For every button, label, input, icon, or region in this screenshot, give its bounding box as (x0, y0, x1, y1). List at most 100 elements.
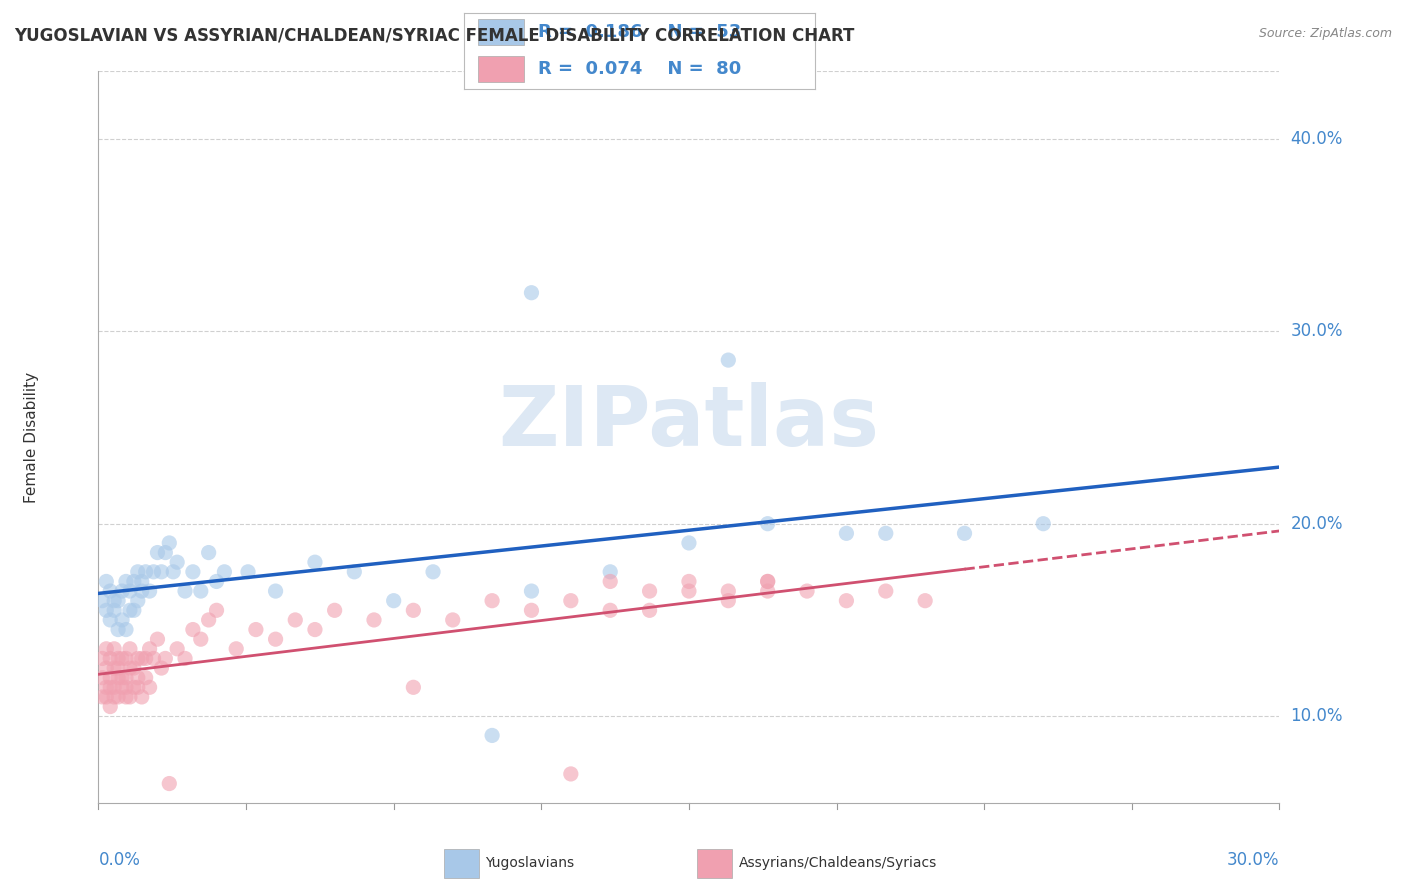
Point (756, 516, 779, 531)
Point (520, 584, 543, 599)
Point (914, 593, 936, 607)
Point (236, 565, 259, 579)
Point (174, 651, 197, 665)
Point (402, 603, 425, 617)
Point (150, 661, 173, 675)
Point (599, 603, 621, 617)
Point (717, 584, 740, 599)
Point (103, 661, 125, 675)
Point (142, 565, 165, 579)
Point (98, 671, 121, 685)
Text: R =  0.186    N =  53: R = 0.186 N = 53 (538, 23, 741, 41)
Point (107, 671, 129, 685)
Point (875, 584, 897, 599)
Point (157, 536, 180, 550)
Point (91, 690, 114, 704)
Point (122, 681, 145, 695)
Text: ZIPatlas: ZIPatlas (499, 382, 879, 463)
Point (875, 526, 897, 541)
Point (560, 593, 582, 607)
Point (111, 613, 134, 627)
Point (174, 584, 197, 599)
Point (98, 651, 121, 665)
FancyBboxPatch shape (697, 849, 733, 878)
Point (481, 728, 503, 742)
Point (96, 690, 118, 704)
Point (127, 593, 149, 607)
Point (146, 545, 169, 559)
Point (678, 574, 700, 589)
Point (91, 671, 114, 685)
Point (190, 584, 212, 599)
Text: R =  0.074    N =  80: R = 0.074 N = 80 (538, 60, 741, 78)
Point (835, 526, 858, 541)
Point (402, 681, 425, 695)
Point (118, 641, 141, 656)
Point (284, 613, 307, 627)
Point (96, 603, 118, 617)
Point (304, 555, 326, 569)
Point (111, 584, 134, 599)
Point (225, 641, 247, 656)
Point (135, 565, 157, 579)
Point (205, 603, 228, 617)
Point (560, 767, 582, 781)
Point (91, 651, 114, 665)
Point (118, 584, 141, 599)
Point (638, 603, 661, 617)
Point (304, 623, 326, 637)
Point (205, 574, 228, 589)
Point (96, 641, 118, 656)
Point (127, 651, 149, 665)
Point (181, 623, 204, 637)
Point (1032, 516, 1054, 531)
Point (197, 545, 219, 559)
Point (441, 613, 464, 627)
Point (264, 584, 287, 599)
Point (678, 584, 700, 599)
Point (138, 641, 160, 656)
Point (150, 565, 173, 579)
Text: 40.0%: 40.0% (1291, 129, 1343, 148)
Point (115, 651, 138, 665)
Point (103, 603, 125, 617)
Point (115, 623, 138, 637)
Point (197, 613, 219, 627)
Point (91, 593, 114, 607)
Point (756, 574, 779, 589)
Point (142, 651, 165, 665)
Point (103, 641, 125, 656)
FancyBboxPatch shape (478, 56, 524, 81)
Point (135, 651, 157, 665)
Text: 20.0%: 20.0% (1291, 515, 1343, 533)
Point (111, 681, 134, 695)
Point (155, 651, 177, 665)
Point (155, 545, 177, 559)
Point (162, 565, 184, 579)
Point (323, 603, 346, 617)
Point (107, 690, 129, 704)
Point (98, 584, 121, 599)
Point (131, 651, 153, 665)
Point (122, 603, 145, 617)
Point (717, 593, 740, 607)
Point (756, 584, 779, 599)
Text: 30.0%: 30.0% (1227, 851, 1279, 869)
Point (599, 574, 621, 589)
Point (111, 651, 134, 665)
Point (122, 661, 145, 675)
Point (115, 574, 138, 589)
Text: 0.0%: 0.0% (98, 851, 141, 869)
Point (520, 603, 543, 617)
Point (138, 584, 160, 599)
Point (98, 699, 121, 714)
Point (166, 641, 188, 656)
Point (98, 681, 121, 695)
Point (796, 584, 818, 599)
Point (146, 632, 169, 647)
Point (678, 536, 700, 550)
Point (756, 574, 779, 589)
Point (118, 661, 141, 675)
Point (131, 584, 153, 599)
Point (107, 593, 129, 607)
